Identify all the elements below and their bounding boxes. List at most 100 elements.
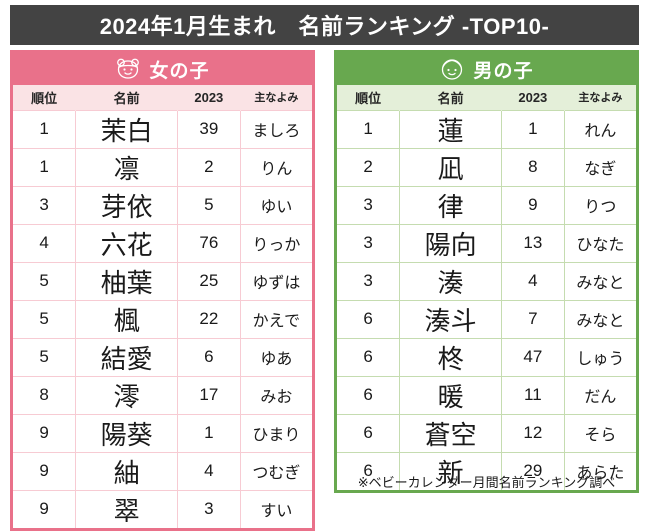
table-row: 3 芽依 5 ゆい [13,185,312,225]
girls-ranking-table: 順位 名前 2023 主なよみ 1 茉白 39 ましろ 1 [13,85,312,528]
rank-cell: 5 [13,299,77,339]
name-cell: 紬 [75,451,178,491]
prev-rank-cell: 2 [176,147,241,187]
reading-cell: りん [239,147,312,187]
prev-rank-cell: 6 [176,337,241,377]
table-row: 6 柊 47 しゅう [337,337,636,377]
table-row: 6 暖 11 だん [337,375,636,415]
prev-rank-cell: 76 [176,223,241,263]
name-cell: 六花 [75,223,178,263]
prev-rank-cell: 9 [500,185,565,225]
reading-cell: みお [239,375,312,415]
reading-cell: りつ [563,185,636,225]
boys-ranking-card: 男の子 順位 名前 2023 主なよみ 1 蓮 1 れん [334,50,639,493]
ranking-infographic: 2024年1月生まれ 名前ランキング -TOP10- 女の子 [10,5,639,531]
girls-table-head: 順位 名前 2023 主なよみ [13,85,312,110]
name-cell: 湊 [399,261,502,301]
reading-cell: あらた [563,451,636,490]
table-row: 8 澪 17 みお [13,375,312,415]
name-cell: 蓮 [399,109,502,149]
boys-banner: 男の子 [337,53,636,85]
rank-cell: 5 [13,337,77,377]
rank-cell: 4 [13,223,77,263]
boys-header-row: 順位 名前 2023 主なよみ [337,85,636,110]
prev-rank-cell: 11 [500,375,565,415]
name-cell: 柊 [399,337,502,377]
reading-cell: みなと [563,261,636,301]
table-row: 1 凛 2 りん [13,147,312,187]
name-cell: 茉白 [75,109,178,149]
table-row: 5 柚葉 25 ゆずは [13,261,312,301]
boy-baby-face-icon [439,57,465,81]
rank-cell: 6 [337,413,401,453]
name-cell: 楓 [75,299,178,339]
table-row: 3 律 9 りつ [337,185,636,225]
reading-cell: りっか [239,223,312,263]
prev-rank-cell: 1 [176,413,241,453]
prev-rank-cell: 4 [176,451,241,491]
name-cell: 湊斗 [399,299,502,339]
boys-table-body: 1 蓮 1 れん 2 凪 8 なぎ 3 律 9 [337,109,636,490]
table-row: 6 湊斗 7 みなと [337,299,636,339]
table-row: 5 楓 22 かえで [13,299,312,339]
girls-banner: 女の子 [13,53,312,85]
boys-col-name: 名前 [399,85,502,110]
reading-cell: ゆずは [239,261,312,301]
prev-rank-cell: 5 [176,185,241,225]
boys-col-rank: 順位 [337,85,401,110]
reading-cell: ひなた [563,223,636,263]
rank-cell: 8 [13,375,77,415]
table-row: 5 結愛 6 ゆあ [13,337,312,377]
name-cell: 澪 [75,375,178,415]
reading-cell: ゆい [239,185,312,225]
rank-cell: 6 [337,299,401,339]
reading-cell: れん [563,109,636,149]
prev-rank-cell: 39 [176,109,241,149]
reading-cell: なぎ [563,147,636,187]
reading-cell: ゆあ [239,337,312,377]
reading-cell: みなと [563,299,636,339]
table-row: 9 翠 3 すい [13,489,312,528]
prev-rank-cell: 1 [500,109,565,149]
rank-cell: 1 [13,147,77,187]
name-cell: 蒼空 [399,413,502,453]
girls-col-prev-year: 2023 [177,85,241,110]
name-cell: 凛 [75,147,178,187]
prev-rank-cell: 29 [500,451,565,490]
name-cell: 結愛 [75,337,178,377]
table-row: 1 茉白 39 ましろ [13,109,312,149]
rank-cell: 3 [337,185,401,225]
reading-cell: ひまり [239,413,312,453]
prev-rank-cell: 22 [176,299,241,339]
rank-cell: 3 [337,223,401,263]
rank-cell: 1 [337,109,401,149]
prev-rank-cell: 25 [176,261,241,301]
girls-header-row: 順位 名前 2023 主なよみ [13,85,312,110]
name-cell: 柚葉 [75,261,178,301]
boys-table-head: 順位 名前 2023 主なよみ [337,85,636,110]
boys-col-reading: 主なよみ [578,92,623,105]
name-cell: 暖 [399,375,502,415]
girls-ranking-card: 女の子 順位 名前 2023 主なよみ 1 茉白 39 ま [10,50,315,531]
prev-rank-cell: 7 [500,299,565,339]
rank-cell: 6 [337,451,401,490]
prev-rank-cell: 12 [500,413,565,453]
prev-rank-cell: 8 [500,147,565,187]
boys-ranking-table: 順位 名前 2023 主なよみ 1 蓮 1 れん 2 凪 [337,85,636,490]
rank-cell: 6 [337,375,401,415]
title-bar: 2024年1月生まれ 名前ランキング -TOP10- [10,5,639,45]
table-row: 9 紬 4 つむぎ [13,451,312,491]
rank-cell: 6 [337,337,401,377]
prev-rank-cell: 17 [176,375,241,415]
reading-cell: ましろ [239,109,312,149]
name-cell: 翠 [75,489,178,528]
prev-rank-cell: 13 [500,223,565,263]
table-row: 3 陽向 13 ひなた [337,223,636,263]
name-cell: 陽向 [399,223,502,263]
boys-banner-label: 男の子 [473,60,534,82]
rank-cell: 9 [13,489,77,528]
rank-cell: 3 [337,261,401,301]
girls-col-name: 名前 [75,85,178,110]
reading-cell: すい [239,489,312,528]
table-row: 6 蒼空 12 そら [337,413,636,453]
